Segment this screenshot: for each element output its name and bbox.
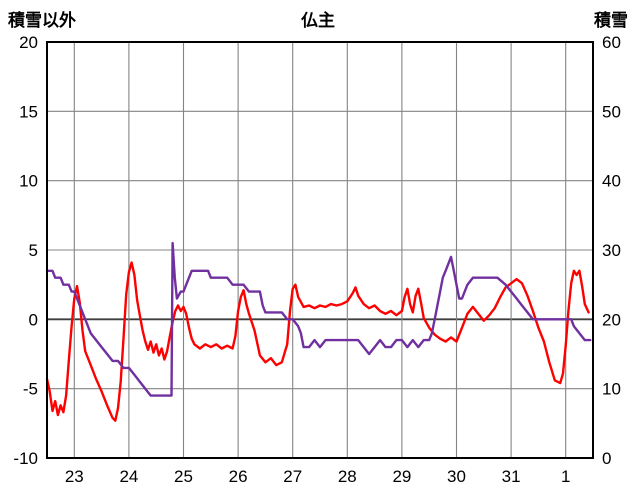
plot-border: [46, 41, 594, 459]
right-axis-tick-label: 10: [602, 380, 621, 399]
x-axis-tick-label: 27: [283, 467, 302, 486]
left-axis-tick-label: 15: [19, 102, 38, 121]
x-axis-tick-label: 30: [447, 467, 466, 486]
snow-depth-right-axis-line: [45, 241, 592, 397]
left-axis-tick-label: -5: [23, 380, 38, 399]
x-axis-tick-label: 26: [229, 467, 248, 486]
left-axis-tick-label: 20: [19, 33, 38, 52]
left-axis-tick-label: 10: [19, 172, 38, 191]
left-axis-tick-label: 5: [29, 241, 38, 260]
left-axis-tick-label: -10: [13, 449, 38, 468]
right-axis-title: 積雪: [594, 11, 628, 30]
x-axis-tick-label: 25: [174, 467, 193, 486]
right-axis-tick-label: 30: [602, 241, 621, 260]
x-axis-tick-label: 24: [119, 467, 138, 486]
x-axis-tick-label: 28: [338, 467, 357, 486]
chart-title: 仏主: [301, 11, 335, 30]
left-axis-tick-label: 0: [29, 310, 38, 329]
right-axis-tick-label: 0: [602, 449, 611, 468]
x-axis-tick-label: 29: [392, 467, 411, 486]
right-axis-tick-label: 50: [602, 102, 621, 121]
x-axis-tick-label: 1: [561, 467, 570, 486]
x-axis-tick-label: 31: [502, 467, 521, 486]
right-axis-tick-label: 60: [602, 33, 621, 52]
x-axis-tick-label: 23: [65, 467, 84, 486]
right-axis-tick-label: 40: [602, 172, 621, 191]
right-axis-tick-label: 20: [602, 310, 621, 329]
non-snow-left-axis-line: [45, 261, 590, 422]
left-axis-title: 積雪以外: [8, 11, 76, 30]
